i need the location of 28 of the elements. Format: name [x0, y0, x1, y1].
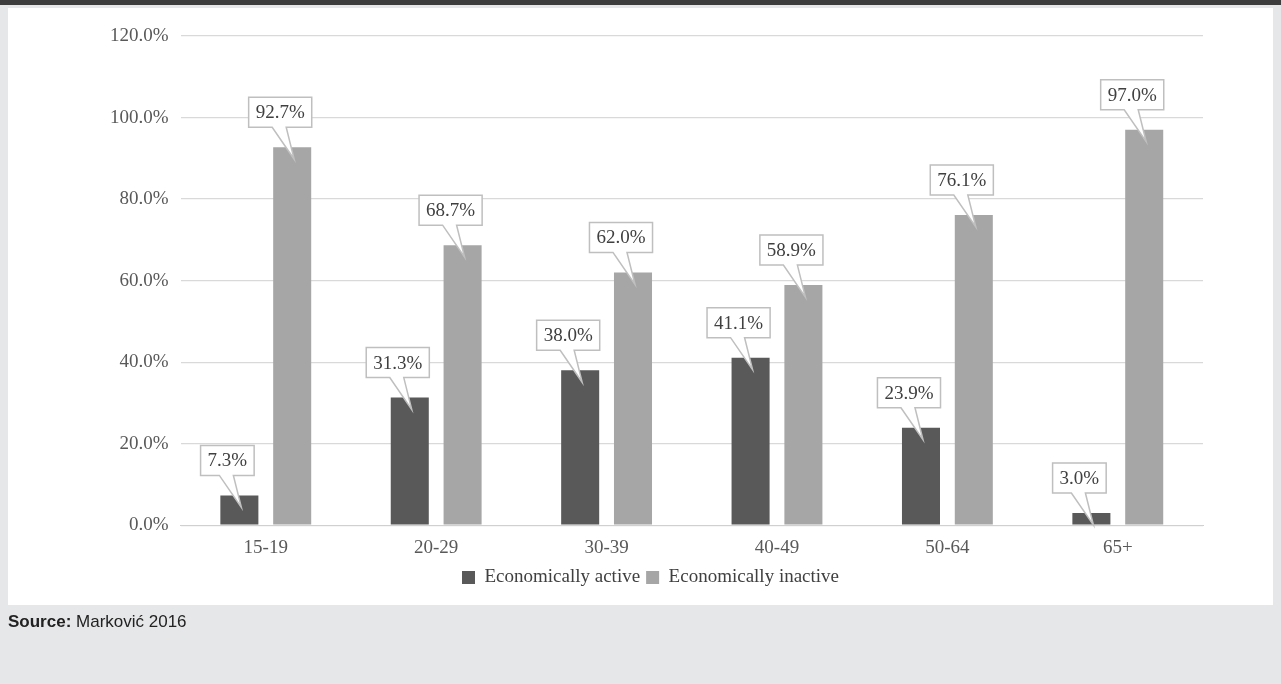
x-tick-label: 40-49	[754, 535, 800, 557]
y-tick-label: 100.0%	[110, 105, 169, 127]
y-tick-label: 20.0%	[119, 431, 169, 453]
data-label: 58.9%	[766, 239, 817, 261]
data-label: 92.7%	[255, 101, 305, 123]
data-label: 41.1%	[714, 311, 764, 333]
data-label: 76.1%	[937, 168, 987, 190]
legend-label: Economically inactive	[668, 565, 840, 587]
x-tick-label: 15-19	[243, 535, 288, 557]
source-note: Source: Marković 2016	[8, 612, 187, 632]
y-tick-label: 80.0%	[119, 187, 169, 209]
data-label: 23.9%	[884, 381, 934, 403]
x-tick-label: 65+	[1102, 535, 1133, 557]
data-label: 68.7%	[426, 199, 476, 221]
x-tick-label: 50-64	[925, 535, 971, 557]
y-tick-label: 60.0%	[119, 268, 169, 290]
x-tick-label: 20-29	[414, 535, 459, 557]
data-label: 97.0%	[1107, 83, 1157, 105]
data-label: 3.0%	[1059, 466, 1100, 488]
data-label: 31.3%	[373, 351, 423, 373]
legend-label: Economically active	[484, 565, 641, 587]
y-tick-label: 40.0%	[119, 350, 169, 372]
y-tick-label: 120.0%	[110, 23, 169, 45]
data-label: 62.0%	[596, 226, 646, 248]
data-label: 7.3%	[207, 449, 248, 471]
y-tick-label: 0.0%	[129, 513, 169, 535]
x-tick-label: 30-39	[584, 535, 629, 557]
data-label: 38.0%	[543, 324, 593, 346]
